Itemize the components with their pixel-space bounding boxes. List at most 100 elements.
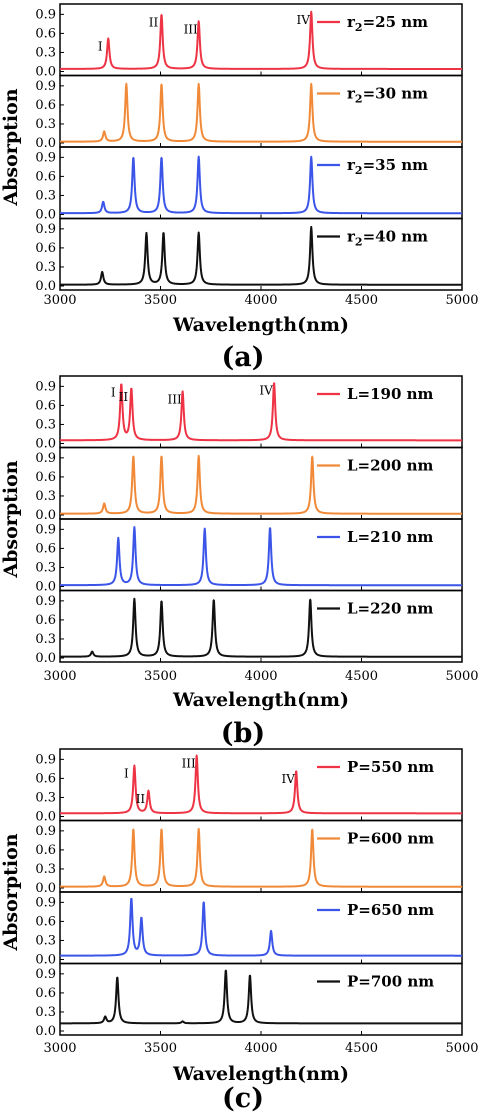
peak-point	[117, 537, 119, 539]
x-axis-title: Wavelength(nm)	[172, 314, 349, 336]
peak-point	[273, 382, 275, 384]
y-tick-label: 0.0	[35, 810, 56, 825]
peak-point	[161, 455, 163, 457]
subplot-2: 0.0 0.3 0.6 0.9 P=600 nm	[35, 819, 463, 896]
legend-label: P=550 nm	[347, 758, 434, 776]
y-tick-label: 0.0	[35, 437, 56, 452]
series-line	[59, 897, 463, 957]
x-tick-label: 3500	[144, 669, 177, 684]
peak-point	[270, 930, 272, 932]
peak-point	[161, 13, 163, 15]
peak-point	[101, 271, 103, 273]
peak-point	[182, 1020, 184, 1022]
y-tick-label: 0.9	[35, 79, 56, 94]
peak-point	[103, 876, 105, 878]
y-tick-label: 0.3	[35, 862, 56, 877]
peak-point	[130, 388, 132, 390]
legend-label: P=650 nm	[347, 901, 434, 919]
y-tick-label: 0.6	[35, 771, 56, 786]
y-tick-label: 0.9	[35, 222, 56, 237]
legend-label: L=200 nm	[347, 457, 434, 475]
y-tick-label: 0.9	[35, 895, 56, 910]
peak-point	[161, 600, 163, 602]
x-tick-label: 4000	[244, 669, 277, 684]
series-line	[59, 827, 463, 888]
peak-point	[161, 83, 163, 85]
peak-point	[213, 599, 215, 601]
peak-point	[295, 770, 297, 772]
y-tick-label: 0.3	[35, 632, 56, 647]
y-tick-label: 0.3	[35, 417, 56, 432]
y-tick-label: 0.6	[35, 26, 56, 41]
panel-label: (a)	[221, 342, 264, 373]
peak-point	[125, 83, 127, 85]
peak-point	[120, 383, 122, 385]
peak-label: I	[124, 767, 129, 781]
peak-point	[198, 232, 200, 234]
y-tick-label: 0.9	[35, 967, 56, 982]
x-tick-label: 3500	[144, 293, 177, 308]
peak-point	[140, 917, 142, 919]
y-tick-label: 0.0	[35, 208, 56, 223]
series-line	[59, 382, 463, 442]
x-tick-label: 5000	[445, 669, 478, 684]
y-axis-title: Absorption	[0, 88, 22, 206]
series-line	[59, 526, 463, 587]
panel-label: (c)	[222, 1083, 264, 1112]
x-tick-label: 5000	[445, 293, 478, 308]
peak-point	[311, 828, 313, 830]
y-tick-label: 0.6	[35, 613, 56, 628]
legend-label: r2=30 nm	[347, 85, 428, 106]
x-tick-label: 4000	[244, 1041, 277, 1056]
peak-point	[107, 37, 109, 39]
y-axis-title: Absorption	[0, 833, 22, 951]
peak-point	[133, 598, 135, 600]
peak-point	[310, 226, 312, 228]
panel-label: (b)	[221, 718, 265, 749]
subplot-4: 0.0 0.3 0.6 0.9 P=700 nm	[35, 962, 463, 1039]
legend-label: P=600 nm	[347, 830, 434, 848]
peak-label: IV	[297, 13, 311, 27]
y-tick-label: 0.9	[35, 594, 56, 609]
peak-label: I	[98, 39, 103, 53]
peak-point	[310, 83, 312, 85]
series-line	[59, 754, 463, 815]
peak-point	[196, 755, 198, 757]
y-tick-label: 0.3	[35, 1005, 56, 1020]
peak-point	[103, 131, 105, 133]
subplot-3: 0.0 0.3 0.6 0.9 L=210 nm	[35, 518, 463, 595]
y-tick-label: 0.3	[35, 45, 56, 60]
subplot-2: 0.0 0.3 0.6 0.9 L=200 nm	[35, 446, 463, 523]
legend-label: r2=25 nm	[347, 13, 428, 34]
y-tick-label: 0.6	[35, 98, 56, 113]
x-axis-title: Wavelength(nm)	[172, 1063, 349, 1085]
peak-point	[103, 503, 105, 505]
peak-label: II	[136, 792, 146, 806]
series-line	[59, 225, 463, 286]
subplot-4: 0.0 0.3 0.6 0.9 r2=40 nm	[35, 217, 463, 294]
peak-point	[133, 765, 135, 767]
subplot-2: 0.0 0.3 0.6 0.9 r2=30 nm	[35, 74, 463, 151]
peak-point	[116, 976, 118, 978]
x-tick-label: 4000	[244, 293, 277, 308]
y-tick-label: 0.3	[35, 489, 56, 504]
y-tick-label: 0.0	[35, 651, 56, 666]
y-tick-label: 0.6	[35, 398, 56, 413]
series-line	[59, 597, 463, 658]
peak-point	[161, 156, 163, 158]
peak-point	[198, 20, 200, 22]
y-tick-label: 0.0	[35, 1024, 56, 1039]
legend-label: P=700 nm	[347, 973, 434, 991]
legend-label: L=210 nm	[347, 528, 434, 546]
series-line	[59, 969, 463, 1025]
peak-label: II	[119, 390, 129, 404]
y-tick-label: 0.3	[35, 933, 56, 948]
y-tick-label: 0.3	[35, 117, 56, 132]
x-tick-label: 4500	[345, 669, 378, 684]
peak-point	[204, 528, 206, 530]
legend-label: L=220 nm	[347, 600, 434, 618]
